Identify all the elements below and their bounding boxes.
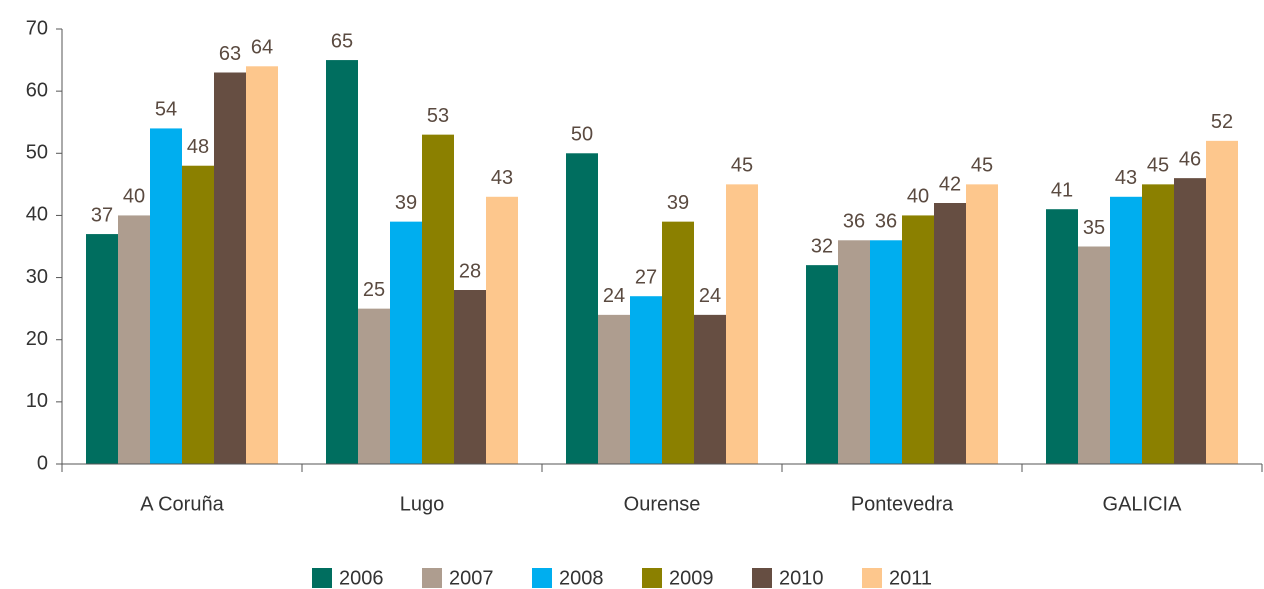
value-label: 64 <box>251 37 273 59</box>
value-label: 43 <box>1115 167 1137 189</box>
legend-label: 2008 <box>559 567 604 589</box>
bar <box>630 296 662 464</box>
legend-label: 2009 <box>669 567 714 589</box>
value-label: 40 <box>123 186 145 208</box>
legend-label: 2006 <box>339 567 384 589</box>
value-label: 52 <box>1211 111 1233 133</box>
y-tick-label: 50 <box>26 142 48 164</box>
legend-label: 2007 <box>449 567 494 589</box>
bar <box>214 72 246 464</box>
y-tick-label: 20 <box>26 328 48 350</box>
value-label: 50 <box>571 124 593 146</box>
value-label: 35 <box>1083 217 1105 239</box>
value-label: 41 <box>1051 179 1073 201</box>
x-tick-label: Pontevedra <box>851 493 954 515</box>
bar <box>598 314 630 464</box>
y-tick-label: 10 <box>26 390 48 412</box>
value-label: 48 <box>187 136 209 158</box>
bar <box>1046 209 1078 464</box>
bar <box>1142 184 1174 464</box>
bar <box>182 165 214 464</box>
bar <box>118 215 150 464</box>
y-tick-label: 30 <box>26 266 48 288</box>
value-label: 46 <box>1179 148 1201 170</box>
value-label: 24 <box>699 285 721 307</box>
legend-label: 2011 <box>889 567 932 589</box>
bar <box>870 240 902 464</box>
value-label: 28 <box>459 260 481 282</box>
value-label: 54 <box>155 99 177 121</box>
bar <box>454 290 486 464</box>
value-label: 39 <box>667 192 689 214</box>
x-tick-label: Lugo <box>400 493 445 515</box>
value-label: 42 <box>939 173 961 195</box>
bar <box>390 221 422 464</box>
value-label: 43 <box>491 167 513 189</box>
value-label: 25 <box>363 279 385 301</box>
bar <box>1078 246 1110 464</box>
y-tick-label: 40 <box>26 204 48 226</box>
bar <box>1174 178 1206 464</box>
value-label: 65 <box>331 30 353 52</box>
bar <box>934 203 966 464</box>
value-label: 45 <box>971 155 993 177</box>
bar <box>966 184 998 464</box>
legend-swatch <box>752 568 772 588</box>
value-label: 63 <box>219 43 241 65</box>
legend-swatch <box>862 568 882 588</box>
value-label: 27 <box>635 266 657 288</box>
y-tick-label: 70 <box>26 17 48 39</box>
bar <box>806 265 838 464</box>
bar <box>726 184 758 464</box>
y-tick-label: 60 <box>26 79 48 101</box>
value-label: 45 <box>1147 155 1169 177</box>
bar <box>1206 140 1238 464</box>
value-label: 32 <box>811 235 833 257</box>
legend-label: 2010 <box>779 567 824 589</box>
bar <box>326 60 358 464</box>
x-tick-label: GALICIA <box>1103 493 1183 515</box>
bar <box>694 314 726 464</box>
value-label: 45 <box>731 155 753 177</box>
bar <box>566 153 598 465</box>
y-tick-label: 0 <box>37 452 48 474</box>
legend-swatch <box>312 568 332 588</box>
bar <box>422 134 454 464</box>
legend-swatch <box>532 568 552 588</box>
value-label: 40 <box>907 186 929 208</box>
x-tick-label: Ourense <box>624 493 701 515</box>
bar <box>1110 196 1142 465</box>
bar <box>486 196 518 465</box>
x-tick-label: A Coruña <box>140 493 224 515</box>
value-label: 36 <box>843 211 865 233</box>
legend-swatch <box>422 568 442 588</box>
bar <box>838 240 870 464</box>
bar <box>358 308 390 464</box>
value-label: 36 <box>875 211 897 233</box>
legend-swatch <box>642 568 662 588</box>
bar <box>86 234 118 464</box>
bar <box>902 215 934 464</box>
value-label: 24 <box>603 285 625 307</box>
bar <box>150 128 182 464</box>
bar <box>662 221 694 464</box>
value-label: 53 <box>427 105 449 127</box>
value-label: 39 <box>395 192 417 214</box>
bar <box>246 66 278 465</box>
value-label: 37 <box>91 204 113 226</box>
